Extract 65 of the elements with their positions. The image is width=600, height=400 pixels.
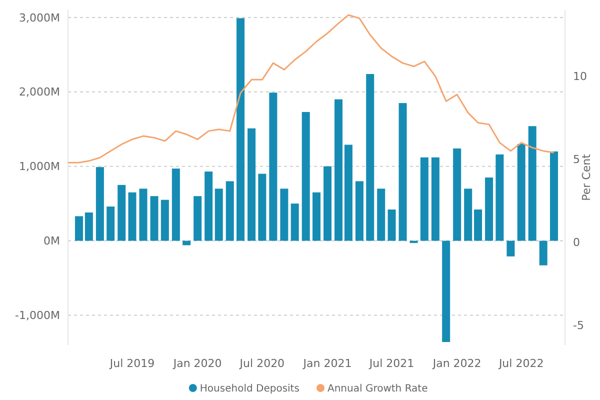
bar bbox=[280, 188, 288, 241]
bar bbox=[118, 184, 126, 241]
y2-axis-title: Per Cent bbox=[580, 153, 593, 201]
x-tick-label: Jul 2020 bbox=[238, 357, 285, 370]
bar bbox=[355, 181, 364, 241]
bar bbox=[302, 112, 310, 241]
x-tick-label: Jul 2021 bbox=[368, 357, 414, 370]
bar bbox=[248, 128, 256, 241]
bar bbox=[550, 151, 558, 241]
legend-label: Annual Growth Rate bbox=[328, 384, 428, 394]
y-tick-label: 2,000M bbox=[19, 86, 60, 99]
bar bbox=[194, 196, 202, 241]
bar bbox=[324, 166, 332, 241]
bar bbox=[366, 74, 374, 241]
bar bbox=[96, 167, 104, 241]
x-tick-label: Jan 2022 bbox=[432, 357, 482, 370]
bar bbox=[431, 157, 440, 241]
bar bbox=[388, 210, 396, 241]
y2-tick-label: -5 bbox=[573, 318, 584, 332]
bar bbox=[128, 192, 136, 241]
bar bbox=[496, 154, 504, 241]
y2-tick-label: 5 bbox=[573, 153, 580, 166]
bar bbox=[474, 210, 482, 241]
bar bbox=[290, 204, 299, 241]
bar bbox=[464, 188, 472, 241]
bar bbox=[453, 148, 462, 241]
bar bbox=[506, 240, 515, 256]
bar bbox=[236, 18, 245, 241]
bar bbox=[344, 144, 352, 241]
bar bbox=[269, 92, 278, 241]
bar bbox=[398, 103, 407, 241]
bar bbox=[214, 188, 223, 241]
bar bbox=[182, 240, 191, 246]
bar bbox=[150, 196, 158, 241]
y-tick-label: 0M bbox=[44, 234, 60, 248]
bar bbox=[410, 240, 418, 244]
line-series bbox=[67, 14, 555, 164]
bar bbox=[539, 240, 548, 266]
bar bbox=[204, 172, 213, 241]
bar bbox=[75, 216, 84, 241]
bar bbox=[139, 188, 148, 241]
bar bbox=[420, 157, 428, 241]
bar bbox=[226, 181, 234, 241]
bar bbox=[517, 144, 526, 241]
bar bbox=[442, 240, 450, 342]
bar bbox=[377, 188, 386, 241]
bar bbox=[334, 99, 343, 241]
bar bbox=[160, 200, 169, 241]
y2-tick-label: 0 bbox=[573, 236, 580, 250]
x-tick-label: Jul 2019 bbox=[108, 357, 155, 370]
y2-tick-label: 10 bbox=[573, 70, 587, 84]
bar bbox=[84, 212, 93, 241]
bar bbox=[258, 174, 266, 241]
x-tick-label: Jan 2020 bbox=[172, 357, 222, 370]
y-tick-label: -1,000M bbox=[15, 309, 60, 322]
bar bbox=[312, 192, 320, 241]
x-tick-label: Jul 2022 bbox=[498, 357, 544, 370]
legend-label: Household Deposits bbox=[200, 384, 300, 394]
bar bbox=[172, 168, 180, 241]
bar bbox=[528, 126, 536, 241]
y-tick-label: 3,000M bbox=[19, 11, 60, 24]
bar bbox=[485, 178, 494, 241]
x-tick-label: Jan 2021 bbox=[302, 357, 352, 370]
y-tick-label: 1,000M bbox=[19, 160, 60, 174]
bar bbox=[106, 206, 115, 241]
